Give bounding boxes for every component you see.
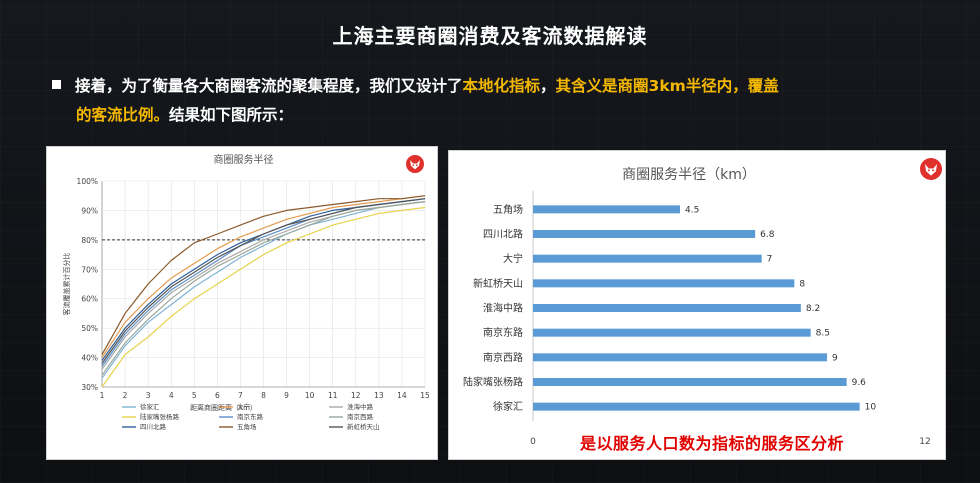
legend-label: 大宁 xyxy=(237,402,251,411)
legend-label: 新虹桥天山 xyxy=(347,422,380,431)
bar-value-label: 8.2 xyxy=(806,304,820,314)
line-chart-title: 商圈服务半径 xyxy=(214,153,274,166)
x-tick-label: 4 xyxy=(169,391,174,400)
bar-category-label: 陆家嘴张杨路 xyxy=(463,376,523,389)
bar-category-label: 大宁 xyxy=(503,252,523,265)
legend-label: 淮海中路 xyxy=(347,402,374,411)
x-tick-label: 3 xyxy=(146,391,151,400)
x-tick-label: 11 xyxy=(328,391,338,400)
bar-2 xyxy=(533,254,762,263)
intro-line-1-part-1: 本地化指标 xyxy=(462,77,541,95)
series-line-5 xyxy=(101,201,426,376)
x-tick-label: 13 xyxy=(374,391,384,400)
bar-value-label: 8.5 xyxy=(816,329,830,339)
y-tick-label: 70% xyxy=(81,265,98,274)
y-tick-label: 90% xyxy=(81,206,98,215)
x-tick-label: 12 xyxy=(351,391,361,400)
intro-line-1-text: 接着，为了衡量各大商圈客流的聚集程度，我们又设计了本地化指标，其含义是商圈3km… xyxy=(75,77,779,95)
bar-value-label: 8 xyxy=(799,279,805,289)
slide-title: 上海主要商圈消费及客流数据解读 xyxy=(332,24,648,48)
x-tick-label: 5 xyxy=(192,391,197,400)
intro-line-2-part-0: 的客流比例。 xyxy=(76,106,170,124)
bar-category-label: 徐家汇 xyxy=(493,400,523,413)
analysis-caption: 是以服务人口数为指标的服务区分析 xyxy=(580,434,845,453)
bar-x-tick-label: 12 xyxy=(919,437,930,447)
bar-value-label: 9.6 xyxy=(852,378,867,388)
y-tick-label: 40% xyxy=(81,354,98,363)
bar-3 xyxy=(533,279,795,288)
bar-7 xyxy=(533,378,847,386)
intro-line-1-part-2: ， xyxy=(540,77,556,95)
series-line-1 xyxy=(101,195,426,358)
x-tick-label: 14 xyxy=(397,391,407,400)
x-tick-label: 2 xyxy=(123,391,128,400)
y-tick-label: 50% xyxy=(81,324,98,333)
fox-logo-face xyxy=(924,164,938,176)
bar-value-label: 9 xyxy=(832,353,838,363)
intro-paragraph: 接着，为了衡量各大商圈客流的聚集程度，我们又设计了本地化指标，其含义是商圈3km… xyxy=(52,72,872,130)
series-line-7 xyxy=(101,195,426,355)
x-tick-label: 6 xyxy=(215,391,220,400)
legend-label: 南京西路 xyxy=(347,412,374,421)
intro-line-1-part-0: 接着，为了衡量各大商圈客流的聚集程度，我们又设计了 xyxy=(75,77,463,95)
bullet-icon xyxy=(52,80,61,89)
bar-value-label: 10 xyxy=(865,403,877,413)
bar-value-label: 4.5 xyxy=(685,205,699,215)
fox-logo-eye-left xyxy=(412,164,415,166)
legend-label: 徐家汇 xyxy=(140,402,160,411)
bar-value-label: 6.8 xyxy=(760,230,775,240)
y-tick-label: 80% xyxy=(81,236,98,245)
intro-line-1: 接着，为了衡量各大商圈客流的聚集程度，我们又设计了本地化指标，其含义是商圈3km… xyxy=(52,72,872,101)
bar-category-label: 四川北路 xyxy=(483,228,523,241)
x-tick-label: 7 xyxy=(238,391,243,400)
intro-line-1-part-3: 其含义是商圈3km半径内，覆盖 xyxy=(555,77,779,95)
line-chart-panel: 商圈服务半径 30% 40% 50% 60% 70% 80% 90% 100% 1 2 3 4 5 6 7 8 9… xyxy=(46,146,438,460)
bar-category-label: 南京东路 xyxy=(483,326,523,339)
bar-x-tick-label: 0 xyxy=(530,437,536,447)
bar-0 xyxy=(533,205,680,214)
x-tick-label: 1 xyxy=(100,391,105,400)
fox-logo-eye-right xyxy=(932,169,935,172)
bar-category-label: 新虹桥天山 xyxy=(473,277,523,290)
y-tick-label: 60% xyxy=(81,295,98,304)
bar-category-label: 南京西路 xyxy=(483,351,523,364)
x-tick-label: 8 xyxy=(261,391,266,400)
series-line-8 xyxy=(101,198,426,364)
legend-label: 陆家嘴张杨路 xyxy=(140,412,180,421)
legend-label: 南京东路 xyxy=(237,412,264,421)
y-tick-label: 100% xyxy=(77,177,98,186)
x-tick-label: 15 xyxy=(420,391,430,400)
bar-8 xyxy=(533,402,860,411)
bar-4 xyxy=(533,304,801,312)
bar-5 xyxy=(533,328,811,337)
fox-logo-face xyxy=(410,159,420,170)
series-line-3 xyxy=(101,206,426,388)
bar-category-label: 五角场 xyxy=(493,203,523,216)
fox-logo-eye-right xyxy=(415,164,418,166)
legend-label: 五角场 xyxy=(237,422,257,431)
bar-chart-title: 商圈服务半径（km） xyxy=(622,167,756,183)
bar-value-label: 7 xyxy=(767,255,773,265)
bar-category-label: 淮海中路 xyxy=(483,302,523,315)
intro-line-2: 的客流比例。结果如下图所示： xyxy=(52,101,872,130)
y-axis-label: 客流覆盖累计百分比 xyxy=(62,253,71,316)
x-tick-label: 9 xyxy=(284,391,289,400)
bar-1 xyxy=(533,230,756,238)
intro-line-2-part-1: 结果如下图所示： xyxy=(169,106,294,124)
y-tick-label: 30% xyxy=(81,383,98,392)
fox-logo-eye-left xyxy=(927,169,930,172)
legend-label: 四川北路 xyxy=(140,422,167,431)
x-tick-label: 10 xyxy=(305,391,315,400)
series-line-0 xyxy=(101,201,426,379)
bar-6 xyxy=(533,353,827,362)
bar-chart: 商圈服务半径（km） 五角场 4.5 四川北路 6.8 大宁 7 新虹桥天山 8 淮海中路 8.2 南… xyxy=(463,158,942,447)
bar-chart-panel: 商圈服务半径（km） 五角场 4.5 四川北路 6.8 大宁 7 新虹桥天山 8 淮海中路 8.2 南… xyxy=(448,150,946,460)
